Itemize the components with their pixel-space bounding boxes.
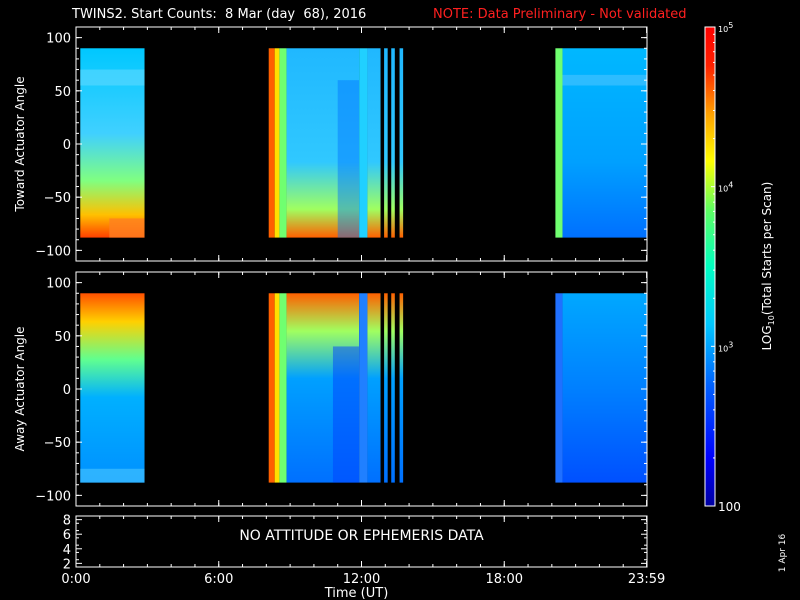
chart-title: TWINS2. Start Counts: 8 Mar (day 68), 20… — [72, 7, 367, 22]
away-strip-yellow — [274, 293, 280, 483]
away-stripe-b — [391, 293, 395, 483]
ytick-label-toward: 0 — [63, 138, 71, 153]
colorbar-tick-label: 103 — [718, 340, 733, 353]
xtick-label: 12:00 — [343, 572, 380, 587]
away-segment-mid2 — [367, 293, 381, 483]
toward-strip-green — [279, 48, 287, 238]
date-stamp: 1 Apr 16 — [778, 533, 788, 572]
toward-edge-hot — [109, 218, 145, 238]
toward-mid-column — [359, 48, 368, 238]
toward-late-band — [562, 74, 647, 86]
ytick-label-ephemeris: 4 — [63, 543, 71, 558]
ytick-label-away: 0 — [63, 383, 71, 398]
colorbar-tick-label: 100 — [718, 500, 741, 514]
ytick-label-ephemeris: 8 — [63, 514, 71, 529]
ytick-label-toward: 100 — [46, 32, 71, 47]
away-segment-early — [80, 293, 145, 483]
xtick-label: 18:00 — [486, 572, 523, 587]
toward-band-high — [80, 69, 145, 86]
ytick-label-away: 50 — [54, 330, 71, 345]
away-segment-late — [562, 293, 647, 483]
toward-late-strip — [555, 48, 563, 238]
away-mid-dip — [332, 346, 360, 483]
toward-segment-mid2 — [367, 48, 381, 238]
ylabel-away: Away Actuator Angle — [13, 326, 27, 451]
away-stripe-c — [399, 293, 404, 483]
away-strip-green — [279, 293, 287, 483]
toward-stripe-b — [391, 48, 395, 238]
ytick-label-ephemeris: 6 — [63, 528, 71, 543]
ytick-label-toward: 50 — [54, 85, 71, 100]
colorbar-label: LOG10(Total Starts per Scan) — [760, 182, 776, 351]
xtick-label: 23:59 — [628, 572, 665, 587]
colorbar-tick-label: 105 — [718, 21, 733, 34]
ytick-label-toward: −50 — [44, 191, 71, 206]
no-data-message: NO ATTITUDE OR EPHEMERIS DATA — [239, 528, 484, 544]
ytick-label-away: 100 — [46, 277, 71, 292]
toward-strip-red — [268, 48, 275, 238]
ytick-label-away: −100 — [35, 489, 71, 504]
colorbar-tick-label: 104 — [718, 181, 733, 194]
title-row: TWINS2. Start Counts: 8 Mar (day 68), 20… — [0, 0, 800, 24]
ytick-label-ephemeris: 2 — [63, 557, 71, 572]
toward-strip-yellow — [274, 48, 280, 238]
xlabel: Time (UT) — [324, 586, 389, 600]
xtick-label: 0:00 — [61, 572, 90, 587]
preliminary-note: NOTE: Data Preliminary - Not validated — [433, 7, 687, 22]
toward-segment-mid — [286, 48, 360, 238]
away-stripe-a — [384, 293, 388, 483]
ytick-label-toward: −100 — [35, 244, 71, 259]
toward-stripe-a — [384, 48, 388, 238]
toward-stripe-c — [399, 48, 404, 238]
away-mid-column — [359, 293, 368, 483]
ylabel-toward: Toward Actuator Angle — [13, 76, 27, 212]
away-band-low — [80, 468, 145, 483]
xtick-label: 6:00 — [204, 572, 233, 587]
toward-mid-dip — [337, 80, 360, 238]
colorbar — [704, 26, 716, 507]
away-strip-red — [268, 293, 275, 483]
ytick-label-away: −50 — [44, 436, 71, 451]
away-late-strip — [555, 293, 563, 483]
